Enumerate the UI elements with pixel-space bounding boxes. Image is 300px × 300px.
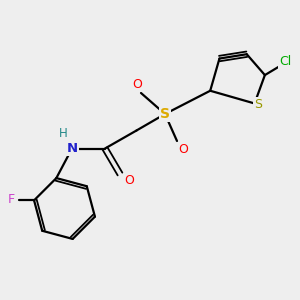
- Text: H: H: [58, 127, 68, 140]
- Text: N: N: [66, 142, 78, 155]
- Text: S: S: [254, 98, 262, 112]
- Text: Cl: Cl: [279, 55, 291, 68]
- Text: S: S: [160, 107, 170, 121]
- Text: O: O: [178, 143, 188, 156]
- Text: O: O: [124, 173, 134, 187]
- Text: O: O: [133, 78, 142, 91]
- Text: F: F: [8, 193, 15, 206]
